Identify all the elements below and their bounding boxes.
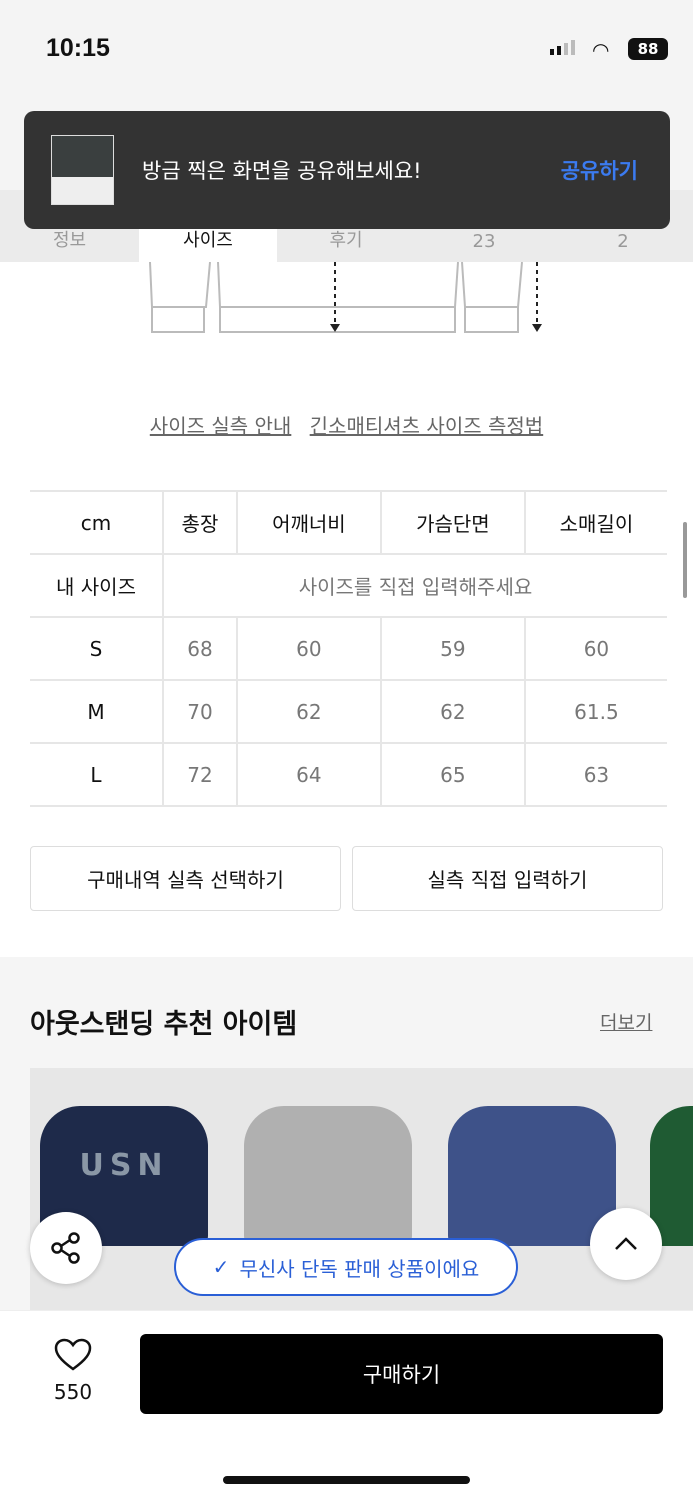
toast-message: 방금 찍은 화면을 공유해보세요!	[142, 159, 422, 183]
header-cell: 가슴단면	[379, 490, 525, 555]
section-title: 아웃스탠딩 추천 아이템	[30, 1009, 298, 1040]
measure-method-link[interactable]: 긴소매티셔츠 사이즈 측정법	[309, 414, 544, 438]
table-row: S 68 60 59 60	[30, 617, 667, 681]
cell: 72	[162, 743, 237, 807]
share-toast: 방금 찍은 화면을 공유해보세요! 공유하기	[24, 111, 670, 229]
header-cell: 소매길이	[523, 490, 667, 555]
size-table: cm 총장 어깨너비 가슴단면 소매길이 내 사이즈 사이즈를 직접 입력해주세…	[30, 490, 667, 807]
like-count: 550	[53, 1380, 93, 1404]
size-label: S	[30, 617, 163, 681]
tab-inquiry-count[interactable]: 2	[617, 231, 629, 252]
buy-button[interactable]: 구매하기	[140, 1334, 663, 1414]
share-button[interactable]: 공유하기	[560, 159, 638, 183]
status-time: 10:15	[46, 34, 110, 62]
cell: 63	[523, 743, 667, 807]
wifi-icon: ◠	[592, 38, 610, 62]
purchase-history-size-button[interactable]: 구매내역 실측 선택하기	[30, 846, 341, 911]
cell: 62	[235, 680, 381, 744]
header-cell: cm	[30, 490, 163, 555]
size-label: M	[30, 680, 163, 744]
scroll-top-button[interactable]	[590, 1208, 662, 1280]
check-icon: ✓	[212, 1255, 230, 1279]
share-icon	[51, 1232, 80, 1264]
cell: 64	[235, 743, 381, 807]
cell: 65	[379, 743, 525, 807]
product-image[interactable]	[650, 1106, 693, 1246]
cell: 60	[523, 617, 667, 681]
tab-reviews-count[interactable]: 23	[472, 231, 496, 252]
table-header: cm 총장 어깨너비 가슴단면 소매길이	[30, 490, 667, 555]
battery-icon: 88	[628, 38, 668, 60]
chevron-up-icon	[615, 1237, 637, 1250]
my-size-label: 내 사이즈	[30, 554, 163, 618]
cell: 62	[379, 680, 525, 744]
home-indicator	[223, 1476, 470, 1484]
signal-icon	[550, 40, 575, 55]
product-carousel[interactable]: USN	[30, 1068, 693, 1310]
size-diagram	[149, 262, 542, 333]
size-links: 사이즈 실측 안내 긴소매티셔츠 사이즈 측정법	[0, 410, 693, 439]
exclusive-badge: ✓ 무신사 단독 판매 상품이에요	[174, 1238, 518, 1296]
cell: 68	[162, 617, 237, 681]
manual-size-input-button[interactable]: 실측 직접 입력하기	[352, 846, 663, 911]
screenshot-thumbnail	[51, 135, 114, 205]
more-link[interactable]: 더보기	[600, 1012, 653, 1034]
product-image[interactable]	[448, 1106, 616, 1246]
my-size-input[interactable]: 사이즈를 직접 입력해주세요	[162, 554, 667, 618]
tab-info[interactable]: 정보	[52, 230, 87, 251]
share-icon-button[interactable]	[30, 1212, 102, 1284]
size-label: L	[30, 743, 163, 807]
product-image[interactable]	[244, 1106, 412, 1246]
tab-reviews[interactable]: 후기	[329, 230, 363, 251]
size-guide-link[interactable]: 사이즈 실측 안내	[149, 414, 292, 438]
table-row: M 70 62 62 61.5	[30, 680, 667, 744]
exclusive-text: 무신사 단독 판매 상품이에요	[239, 1256, 480, 1281]
header-cell: 총장	[162, 490, 237, 555]
cell: 60	[235, 617, 381, 681]
cell: 70	[162, 680, 237, 744]
like-button[interactable]	[54, 1338, 92, 1376]
cell: 61.5	[523, 680, 667, 744]
cell: 59	[379, 617, 525, 681]
table-row: L 72 64 65 63	[30, 743, 667, 807]
scrollbar[interactable]	[683, 522, 687, 598]
heart-icon	[54, 1338, 92, 1371]
header-cell: 어깨너비	[235, 490, 381, 555]
my-size-row: 내 사이즈 사이즈를 직접 입력해주세요	[30, 554, 667, 618]
